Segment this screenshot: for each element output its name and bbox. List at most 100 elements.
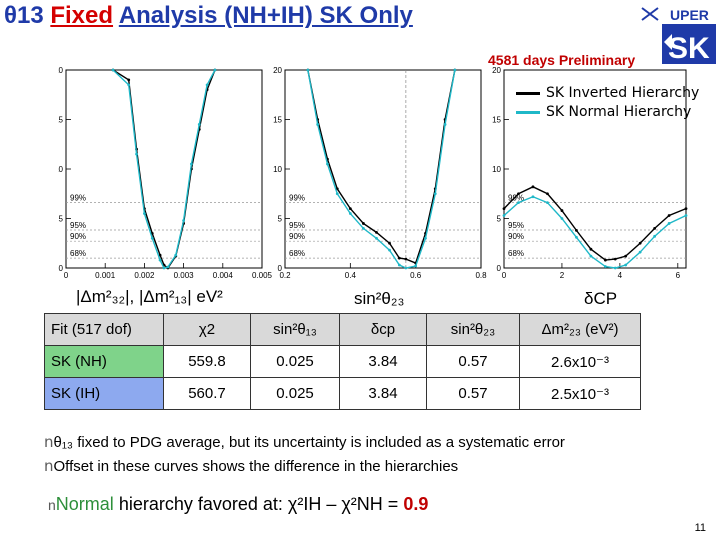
data-point bbox=[162, 266, 166, 270]
legend-label-normal: SK Normal Hierarchy bbox=[546, 104, 692, 120]
data-point bbox=[531, 195, 535, 199]
data-point bbox=[205, 83, 209, 87]
data-point bbox=[375, 236, 378, 240]
legend-item-normal: SK Normal Hierarchy bbox=[516, 104, 691, 120]
y-tick-label: 15 bbox=[58, 116, 64, 125]
bullet-item: nOffset in these curves shows the differ… bbox=[44, 457, 458, 475]
preliminary-text: Preliminary bbox=[558, 52, 636, 68]
data-point bbox=[397, 256, 401, 260]
data-point bbox=[502, 214, 506, 217]
data-point bbox=[143, 212, 146, 215]
data-point bbox=[316, 123, 320, 126]
data-point bbox=[667, 222, 671, 225]
table-cell: 3.84 bbox=[339, 345, 427, 378]
x-tick-label: 0.001 bbox=[95, 271, 116, 280]
series-line-normal bbox=[307, 69, 456, 269]
x-tick-label: 0.004 bbox=[213, 271, 234, 280]
bullet-marker: n bbox=[44, 457, 54, 475]
table-cell: 0.025 bbox=[250, 377, 340, 410]
data-point bbox=[348, 207, 352, 211]
data-point bbox=[190, 162, 193, 166]
table-header-cell: Fit (517 dof) bbox=[44, 313, 164, 346]
legend-swatch-normal bbox=[516, 110, 540, 114]
fit-results-table: Fit (517 dof) χ2 sin²θ₁₃ δcp sin²θ₂₃ Δm²… bbox=[44, 313, 641, 410]
days-text: 4581 days bbox=[488, 52, 555, 68]
data-point bbox=[326, 162, 329, 166]
data-point bbox=[613, 266, 617, 270]
conclusion-normal: Normal bbox=[55, 494, 114, 514]
y-tick-label: 5 bbox=[59, 215, 64, 224]
confidence-label: 90% bbox=[70, 232, 86, 241]
x-tick-label: 0.005 bbox=[252, 271, 273, 280]
data-point bbox=[684, 207, 688, 211]
table-cell: 0.57 bbox=[426, 377, 520, 410]
data-point bbox=[453, 68, 457, 72]
data-point bbox=[424, 236, 427, 240]
y-tick-label: 10 bbox=[273, 165, 282, 174]
data-point bbox=[684, 214, 688, 217]
confidence-label: 68% bbox=[289, 249, 305, 258]
y-tick-label: 0 bbox=[59, 264, 64, 273]
series-line-inverted bbox=[503, 186, 687, 261]
data-point bbox=[575, 235, 578, 239]
data-point bbox=[348, 212, 352, 215]
confidence-label: 99% bbox=[508, 193, 524, 202]
table-cell: 560.7 bbox=[163, 377, 251, 410]
data-point bbox=[414, 264, 418, 268]
data-point bbox=[502, 207, 506, 211]
data-point bbox=[375, 230, 378, 234]
series-line-normal bbox=[112, 69, 216, 269]
confidence-label: 99% bbox=[70, 193, 86, 202]
data-point bbox=[653, 227, 657, 230]
x-tick-label: 2 bbox=[560, 271, 565, 280]
chart-panels: 0510152000.0010.0020.0030.0040.00599%95%… bbox=[58, 66, 688, 280]
data-point bbox=[517, 201, 520, 205]
data-point bbox=[653, 234, 657, 238]
legend-swatch-inverted bbox=[516, 91, 540, 95]
y-tick-label: 0 bbox=[497, 264, 502, 273]
series-line-inverted bbox=[112, 69, 216, 270]
confidence-label: 95% bbox=[70, 221, 86, 230]
table-header-cell: Δm²₂₃ (eV²) bbox=[519, 313, 641, 346]
y-tick-label: 15 bbox=[273, 116, 282, 125]
data-point bbox=[388, 248, 391, 252]
conclusion-text: hierarchy favored at: χ²IH – χ²NH = bbox=[113, 494, 404, 514]
plot-frame bbox=[65, 69, 263, 269]
data-point bbox=[560, 209, 564, 212]
slide-title: θ13 Fixed Analysis (NH+IH) SK Only bbox=[4, 2, 413, 30]
logo-star-icon bbox=[641, 7, 659, 21]
table-header-cell: sin²θ₁₃ bbox=[250, 313, 340, 346]
data-point bbox=[624, 263, 628, 267]
x-tick-label: 0.003 bbox=[174, 271, 195, 280]
data-point bbox=[111, 68, 115, 72]
legend-item-inverted: SK Inverted Hierarchy bbox=[516, 85, 699, 101]
confidence-label: 68% bbox=[70, 249, 86, 258]
table-cell: 3.84 bbox=[339, 377, 427, 410]
data-point bbox=[589, 254, 593, 258]
logo-arrow-icon bbox=[664, 34, 672, 50]
data-point bbox=[560, 217, 564, 220]
x-tick-label: 0 bbox=[502, 271, 507, 280]
table-header-row: Fit (517 dof) χ2 sin²θ₁₃ δcp sin²θ₂₃ Δm²… bbox=[44, 313, 641, 346]
data-point bbox=[174, 253, 178, 257]
table-row-label: SK (NH) bbox=[44, 345, 164, 378]
data-point bbox=[603, 265, 607, 268]
table-cell: 2.5x10⁻³ bbox=[519, 377, 641, 410]
page-number: 11 bbox=[694, 522, 706, 534]
bullet-item: nθ₁₃ fixed to PDG average, but its uncer… bbox=[44, 433, 565, 451]
table-cell: 559.8 bbox=[163, 345, 251, 378]
title-fixed: Fixed bbox=[50, 2, 114, 29]
y-tick-label: 10 bbox=[58, 165, 64, 174]
data-point bbox=[150, 236, 154, 240]
data-point bbox=[603, 258, 607, 262]
data-point bbox=[589, 247, 593, 251]
y-tick-label: 5 bbox=[278, 215, 283, 224]
y-tick-label: 5 bbox=[497, 215, 502, 224]
data-point bbox=[127, 78, 131, 82]
table-cell: 0.025 bbox=[250, 345, 340, 378]
x-tick-label: 0.2 bbox=[279, 271, 291, 280]
data-point bbox=[397, 263, 401, 267]
data-point bbox=[624, 254, 628, 258]
data-point bbox=[213, 68, 217, 72]
data-point bbox=[613, 257, 617, 261]
